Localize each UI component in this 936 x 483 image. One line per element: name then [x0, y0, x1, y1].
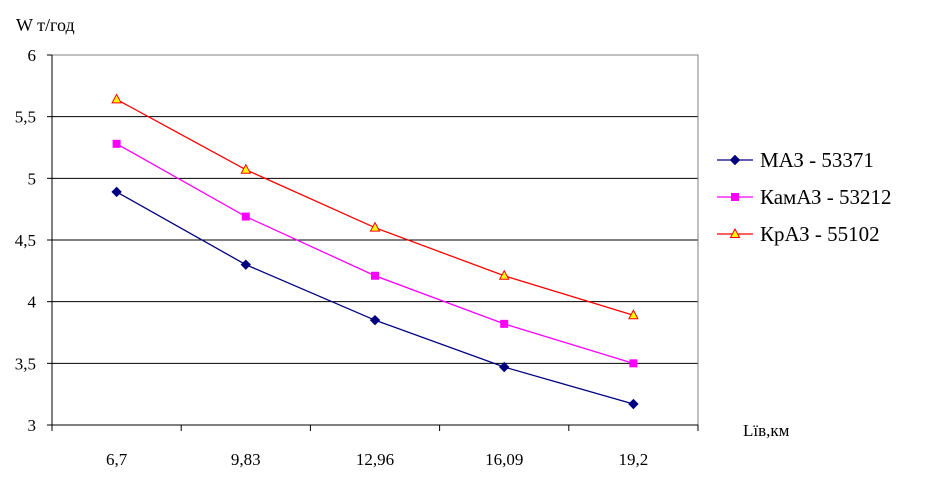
x-tick-label: 19,2 — [619, 450, 649, 469]
x-axis-label: Lïв,км — [743, 421, 790, 440]
x-tick-label: 9,83 — [231, 450, 261, 469]
x-tick-label: 12,96 — [356, 450, 394, 469]
data-point-2-2 — [241, 212, 250, 221]
y-tick-label: 5,5 — [15, 108, 36, 127]
legend-marker-3 — [729, 227, 741, 238]
data-point-3-4 — [498, 269, 510, 280]
series-group — [111, 93, 639, 410]
y-tick-label: 3,5 — [15, 354, 36, 373]
legend: МАЗ - 53371 КамАЗ - 53212 КрАЗ - 55102 — [717, 148, 892, 246]
data-point-3-5 — [628, 309, 639, 320]
x-tick-label: 6,7 — [106, 450, 128, 469]
legend-label-3: КрАЗ - 55102 — [760, 222, 880, 246]
x-tick-label: 16,09 — [485, 450, 523, 469]
y-axis-label: W т/год — [16, 15, 75, 35]
data-point-3-3 — [369, 221, 381, 232]
data-point-1-1 — [111, 186, 122, 198]
axes: 3 3,5 4 4,5 5 5,5 6 6,7 9,83 12,96 16,09 19,2 — [15, 46, 699, 469]
data-point-2-5 — [629, 359, 638, 368]
y-tick-label: 3 — [28, 416, 37, 435]
legend-label-2: КамАЗ - 53212 — [760, 185, 892, 209]
y-tick-label: 4,5 — [15, 231, 36, 250]
data-point-3-2 — [240, 163, 252, 174]
grid-lines — [52, 116, 698, 364]
y-tick-label: 4 — [28, 293, 37, 312]
series-line-3 — [116, 98, 634, 316]
data-point-1-5 — [628, 398, 639, 410]
data-point-1-3 — [369, 314, 381, 326]
y-tick-label: 5 — [28, 169, 37, 188]
y-tick-label: 6 — [28, 46, 37, 65]
series-line-2 — [116, 143, 634, 364]
data-point-2-4 — [500, 319, 509, 328]
legend-label-1: МАЗ - 53371 — [760, 148, 874, 172]
data-point-2-1 — [112, 139, 121, 148]
legend-marker-2 — [731, 193, 739, 201]
data-point-2-3 — [371, 271, 379, 280]
data-point-1-2 — [240, 259, 252, 270]
data-point-3-1 — [111, 93, 122, 104]
legend-marker-1 — [729, 154, 741, 166]
data-point-1-4 — [498, 361, 510, 373]
